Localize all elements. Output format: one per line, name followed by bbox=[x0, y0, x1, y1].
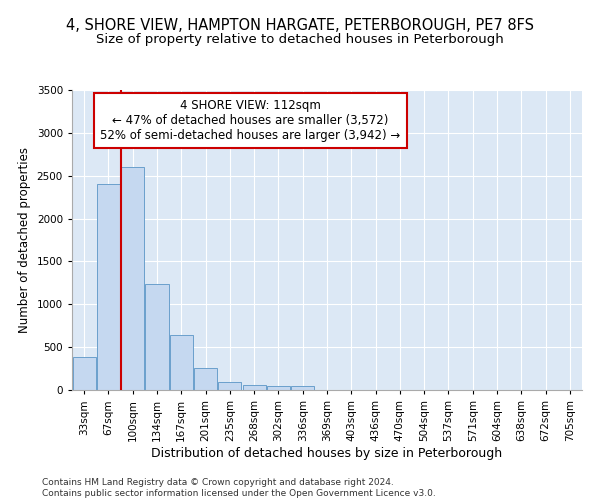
Text: 4 SHORE VIEW: 112sqm
← 47% of detached houses are smaller (3,572)
52% of semi-de: 4 SHORE VIEW: 112sqm ← 47% of detached h… bbox=[100, 99, 401, 142]
Bar bbox=[218, 382, 241, 390]
Bar bbox=[73, 356, 95, 390]
Bar bbox=[145, 284, 169, 390]
Text: Size of property relative to detached houses in Peterborough: Size of property relative to detached ho… bbox=[96, 32, 504, 46]
Text: Contains HM Land Registry data © Crown copyright and database right 2024.
Contai: Contains HM Land Registry data © Crown c… bbox=[42, 478, 436, 498]
Y-axis label: Number of detached properties: Number of detached properties bbox=[18, 147, 31, 333]
Bar bbox=[194, 368, 217, 390]
Bar bbox=[170, 335, 193, 390]
Bar bbox=[97, 184, 120, 390]
X-axis label: Distribution of detached houses by size in Peterborough: Distribution of detached houses by size … bbox=[151, 446, 503, 460]
Bar bbox=[291, 386, 314, 390]
Bar bbox=[242, 386, 266, 390]
Bar bbox=[267, 386, 290, 390]
Bar bbox=[121, 167, 144, 390]
Text: 4, SHORE VIEW, HAMPTON HARGATE, PETERBOROUGH, PE7 8FS: 4, SHORE VIEW, HAMPTON HARGATE, PETERBOR… bbox=[66, 18, 534, 32]
